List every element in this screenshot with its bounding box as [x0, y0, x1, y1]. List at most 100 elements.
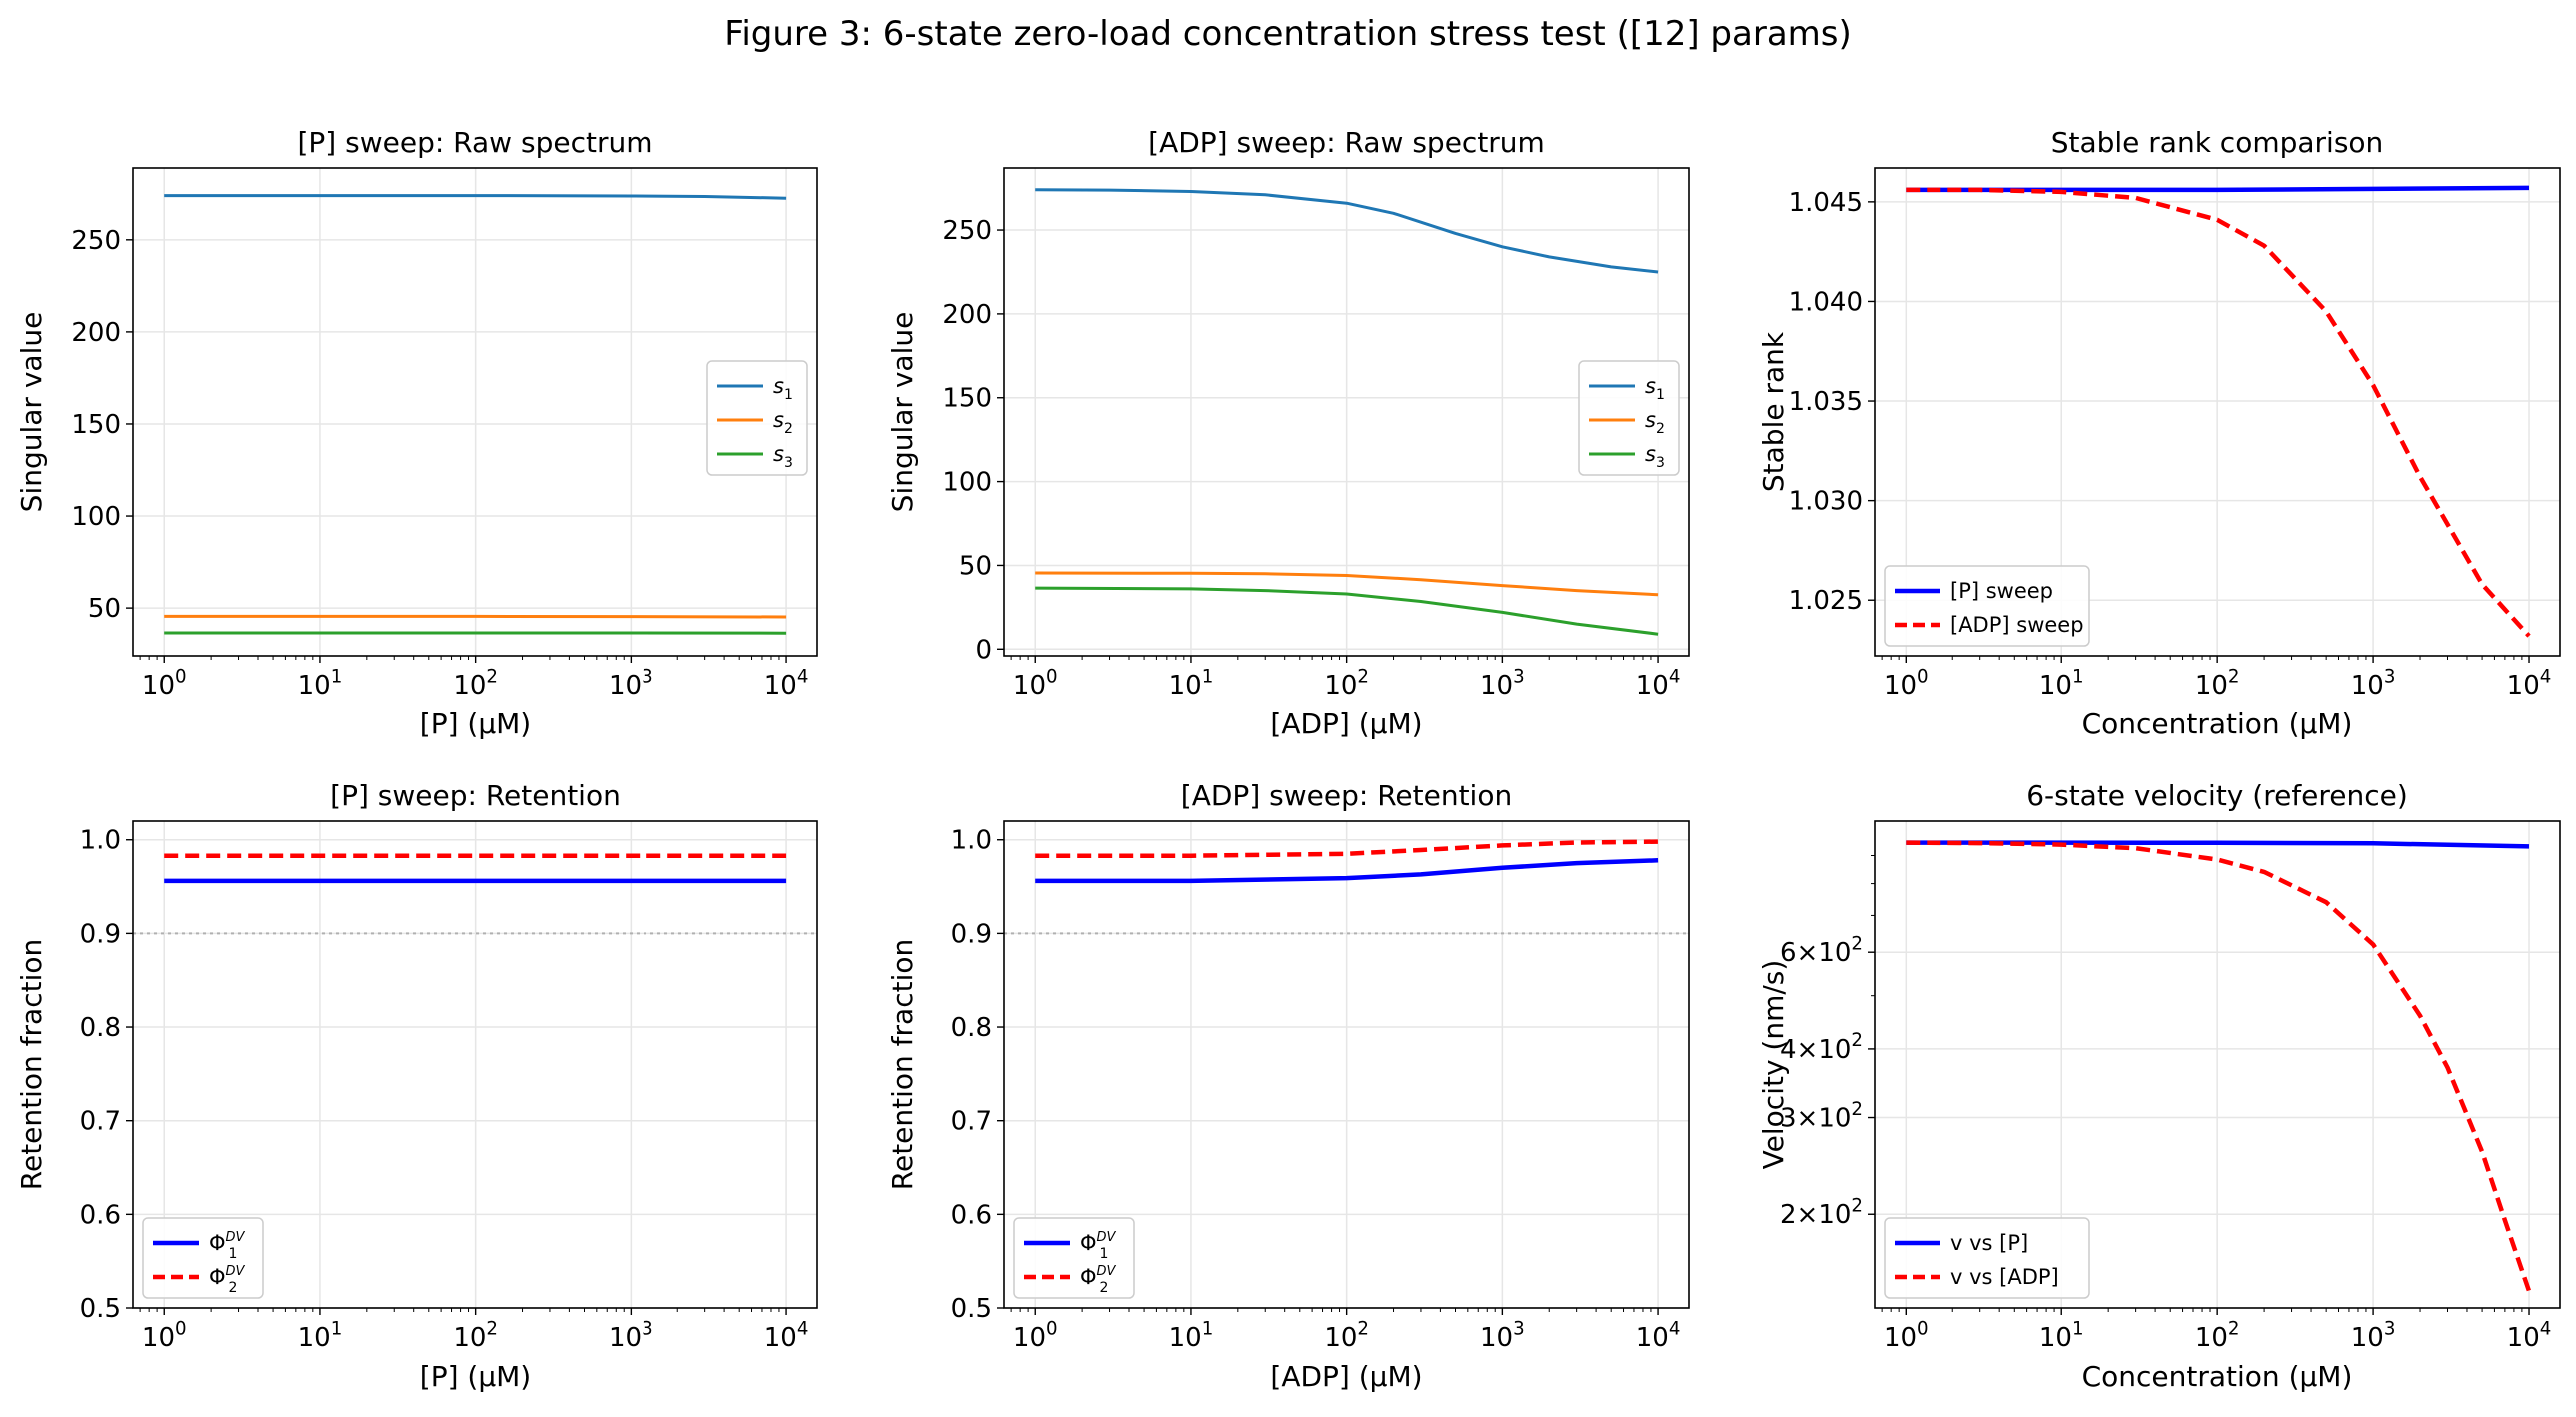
- y-tick-label: 1.035: [1789, 387, 1863, 417]
- legend-label: s1: [1645, 374, 1665, 403]
- legend-label: ΦDV 1: [209, 1230, 246, 1262]
- tick-base: 10: [609, 1323, 642, 1353]
- tick-exponent: 2: [1851, 1030, 1863, 1051]
- panel-velocity-reference: 100 101 102 103 1042×1023×1024×1026×1026-sta…: [1757, 779, 2561, 1393]
- legend-label-sub: 1: [228, 1246, 237, 1262]
- legend-label: ΦDV 2: [1080, 1264, 1117, 1296]
- x-tick-label: 100: [1884, 666, 1929, 701]
- tick-exponent: 3: [1513, 1318, 1525, 1339]
- x-tick-label: 102: [2195, 1318, 2240, 1353]
- tick-base: 10: [2195, 671, 2228, 701]
- tick-base: 10: [2507, 1323, 2540, 1353]
- y-tick-label: 0.7: [80, 1107, 121, 1137]
- y-tick-label: 1.0: [951, 826, 992, 856]
- series-line-2: [164, 614, 787, 619]
- y-axis-label: Retention fraction: [886, 939, 919, 1190]
- tick-exponent: 2: [2228, 666, 2240, 687]
- tick-base: 10: [298, 671, 331, 701]
- legend-label-sub: 1: [784, 387, 793, 403]
- tick-exponent: 3: [642, 1318, 653, 1339]
- legend-label-text: v vs [P]: [1950, 1231, 2028, 1255]
- tick-base: 10: [609, 671, 642, 701]
- y-tick-label: 0: [975, 635, 992, 665]
- legend-label-sub: 2: [784, 421, 793, 437]
- y-tick-label: 4×102: [1780, 1030, 1863, 1065]
- x-tick-label: 101: [2039, 666, 2084, 701]
- tick-base: 10: [2507, 671, 2540, 701]
- legend-label-text: Φ: [1080, 1265, 1097, 1289]
- legend-label: [P] sweep: [1950, 579, 2053, 603]
- tick-base: 10: [2195, 1323, 2228, 1353]
- y-tick-label: 150: [71, 410, 121, 440]
- tick-base: 10: [1169, 1323, 1202, 1353]
- y-axis-label: Stable rank: [1757, 331, 1790, 492]
- y-tick-label: 2×102: [1780, 1196, 1863, 1231]
- legend-label-text: s: [1645, 442, 1656, 466]
- x-tick-label: 101: [1169, 1318, 1214, 1353]
- x-axis-label: [P] (μM): [420, 708, 531, 740]
- x-tick-label: 100: [142, 666, 187, 701]
- series-line-1: [164, 194, 787, 200]
- y-tick-label: 50: [88, 594, 121, 624]
- legend-label: ΦDV 2: [209, 1264, 246, 1296]
- legend-label-text: Φ: [209, 1265, 226, 1289]
- tick-exponent: 4: [797, 666, 809, 687]
- legend-label-sub: 3: [784, 455, 793, 471]
- tick-base: 10: [1013, 671, 1046, 701]
- tick-exponent: 4: [1669, 666, 1681, 687]
- tick-exponent: 1: [331, 1318, 343, 1339]
- x-tick-label: 104: [2507, 666, 2552, 701]
- x-tick-label: 102: [1324, 666, 1369, 701]
- legend-label: s1: [773, 374, 793, 403]
- tick-base: 10: [1324, 671, 1357, 701]
- tick-exponent: 0: [175, 1318, 187, 1339]
- legend: [P] sweep [ADP] sweep: [1884, 565, 2090, 647]
- tick-base: 10: [1013, 1323, 1046, 1353]
- tick-exponent: 3: [642, 666, 653, 687]
- tick-base: 10: [1480, 1323, 1513, 1353]
- series-line-2: [1906, 187, 2531, 638]
- y-tick-label: 0.6: [951, 1200, 992, 1230]
- x-tick-label: 102: [453, 1318, 498, 1353]
- tick-exponent: 0: [1046, 1318, 1058, 1339]
- y-tick-label: 1.025: [1789, 586, 1863, 616]
- series-line-2: [1035, 571, 1659, 597]
- legend-label-text: Φ: [1080, 1231, 1097, 1255]
- x-tick-label: 103: [609, 666, 653, 701]
- x-tick-label: 104: [2507, 1318, 2552, 1353]
- y-tick-label: 0.8: [80, 1013, 121, 1043]
- legend-label: s3: [1645, 442, 1665, 471]
- x-tick-label: 100: [142, 1318, 187, 1353]
- tick-exponent: 3: [1513, 666, 1525, 687]
- tick-base: 10: [2039, 1323, 2072, 1353]
- legend-label-sub: 1: [1656, 387, 1665, 403]
- tick-exponent: 2: [1851, 1099, 1863, 1120]
- tick-base: 10: [1884, 1323, 1917, 1353]
- legend-frame: [1578, 360, 1680, 476]
- panel-title: 6-state velocity (reference): [2026, 779, 2408, 812]
- y-tick-label: 0.9: [80, 919, 121, 949]
- y-tick-label: 0.6: [80, 1200, 121, 1230]
- y-axis-label: Singular value: [886, 312, 919, 513]
- series-line-3: [1035, 586, 1659, 636]
- y-tick-label: 3×102: [1780, 1099, 1863, 1134]
- tick-base: 10: [142, 671, 175, 701]
- tick-exponent: 0: [175, 666, 187, 687]
- y-tick-label: 1.045: [1789, 188, 1863, 218]
- tick-exponent: 2: [486, 666, 498, 687]
- legend-label-sub: 3: [1656, 455, 1665, 471]
- series-line-1: [1035, 858, 1659, 884]
- x-axis-label: [P] (μM): [420, 1360, 531, 1393]
- x-tick-label: 100: [1013, 666, 1058, 701]
- panel-title: [P] sweep: Retention: [330, 779, 621, 812]
- y-tick-label: 0.9: [951, 919, 992, 949]
- panel-title: [ADP] sweep: Raw spectrum: [1148, 126, 1545, 159]
- tick-exponent: 1: [2072, 666, 2084, 687]
- series-line-2: [1906, 840, 2532, 1292]
- y-tick-label: 0.5: [80, 1294, 121, 1324]
- y-tick-label: 6×102: [1780, 934, 1863, 969]
- legend-frame: [142, 1217, 264, 1299]
- tick-base: 3×10: [1780, 1104, 1851, 1134]
- tick-base: 10: [2039, 671, 2072, 701]
